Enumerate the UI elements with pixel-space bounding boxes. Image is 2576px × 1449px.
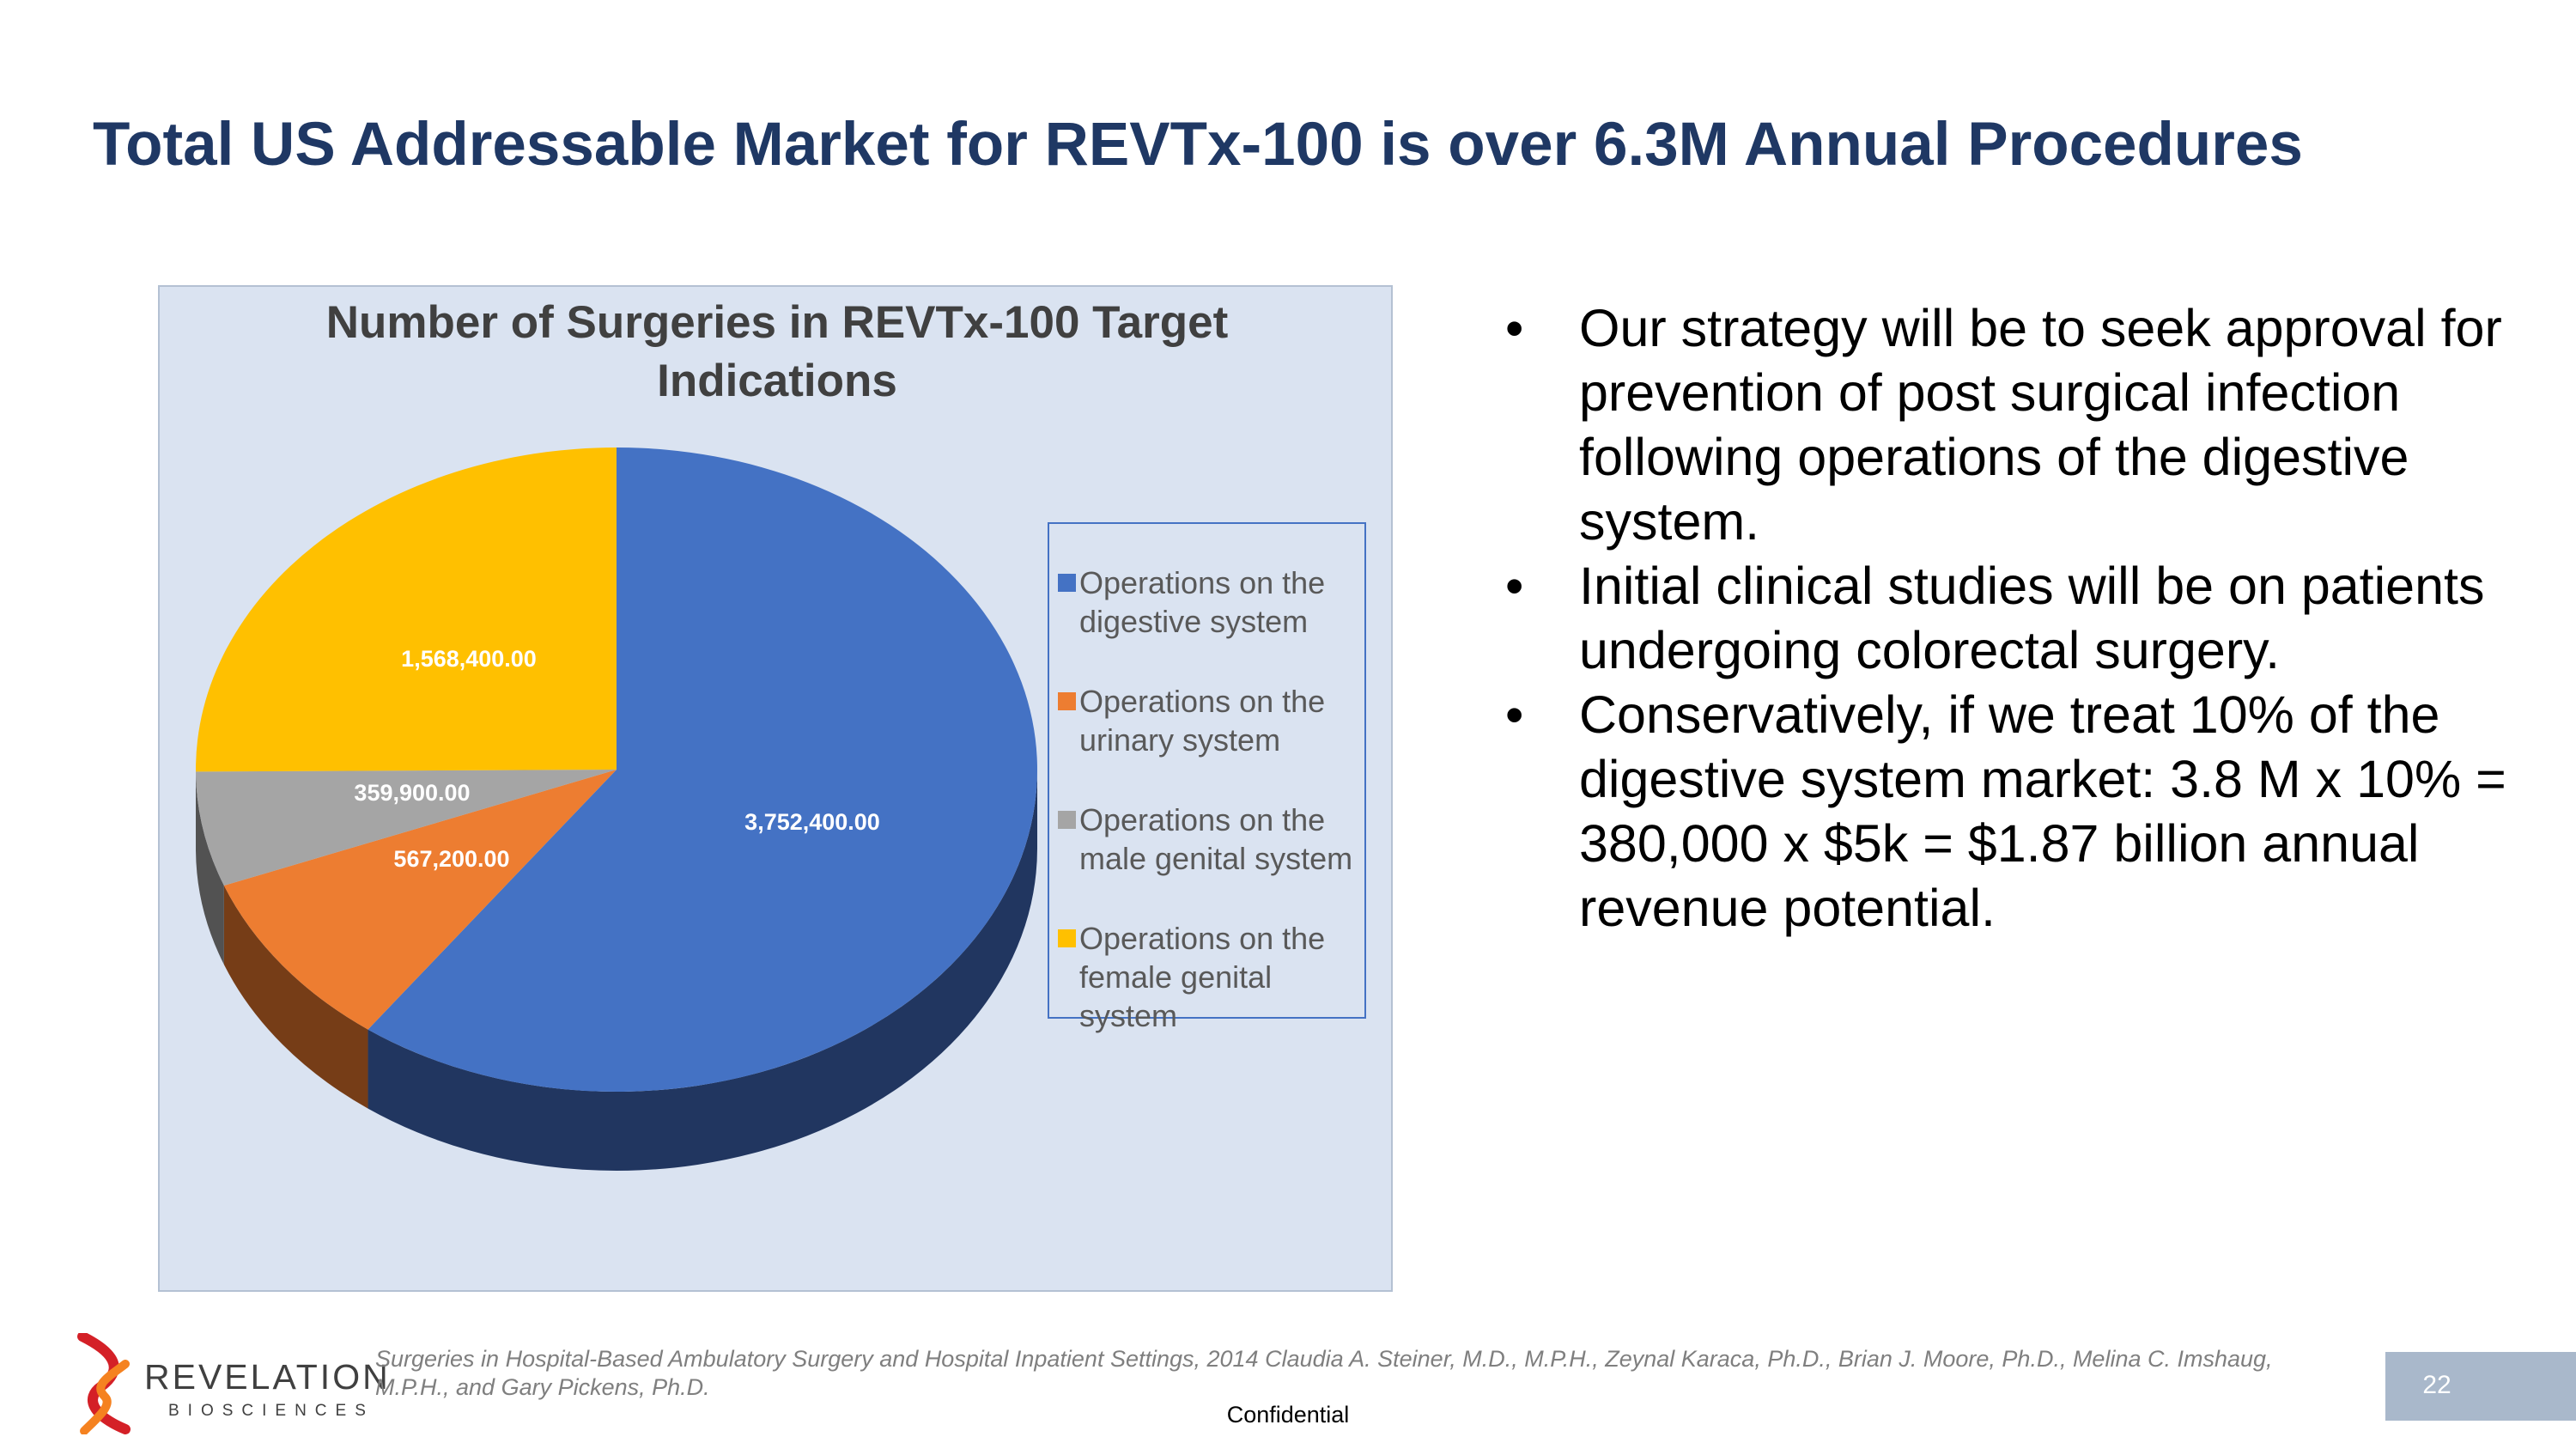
bullet-text: Initial clinical studies will be on pati… [1579, 557, 2485, 679]
legend-label: male genital system [1079, 841, 1353, 876]
pie-slice-side [368, 770, 1037, 1171]
pie-slice [196, 770, 617, 886]
bullet-text: Our strategy will be to seek approval fo… [1579, 299, 2502, 551]
chart-title: Number of Surgeries in REVTx-100 Target … [160, 294, 1394, 411]
legend-label: Operations on the [1079, 565, 1326, 600]
legend-label: Operations on the [1079, 921, 1326, 956]
legend-swatch [1058, 574, 1076, 592]
bullet-symbol: • [1505, 557, 1524, 615]
source-citation: Surgeries in Hospital-Based Ambulatory S… [375, 1346, 2273, 1400]
pie-slice [196, 447, 617, 772]
helix-logo-icon [77, 1333, 131, 1434]
bullet-list: • Our strategy will be to seek approval f… [1505, 296, 2536, 941]
legend-swatch [1058, 692, 1076, 710]
legend-label: digestive system [1079, 604, 1309, 639]
bullet-item: • Initial clinical studies will be on pat… [1505, 554, 2536, 683]
pie-data-label: 359,900.00 [354, 780, 470, 806]
legend-label: system [1079, 998, 1178, 1033]
bullet-text: Conservatively, if we treat 10% of the d… [1579, 685, 2506, 937]
pie-slice-side [223, 886, 368, 1109]
logo-subname: BIOSCIENCES [168, 1402, 374, 1420]
bullet-item: • Conservatively, if we treat 10% of the … [1505, 683, 2536, 941]
logo-name: REVELATION [144, 1357, 391, 1397]
chart-legend: Operations on the digestive system Operati… [1048, 522, 1366, 1033]
slide-title: Total US Addressable Market for REVTx-10… [93, 111, 2303, 179]
legend-label: Operations on the [1079, 684, 1326, 719]
page-number-box: 22 [2385, 1352, 2576, 1421]
pie-data-label: 567,200.00 [393, 846, 509, 872]
legend-label: urinary system [1079, 722, 1281, 758]
legend-item: Operations on the male genital system [1058, 801, 1384, 878]
bullet-item: • Our strategy will be to seek approval f… [1505, 296, 2536, 554]
legend-item: Operations on the urinary system [1058, 682, 1384, 759]
page-number: 22 [2422, 1371, 2451, 1399]
chart-title-line-2: Indications [657, 356, 897, 406]
legend-label: female genital [1079, 959, 1273, 995]
confidential-label: Confidential [1226, 1402, 1350, 1428]
pie-chart: 3,752,400.00 567,200.00 359,900.00 1,568,40… [196, 447, 1037, 1171]
pie-slice [368, 447, 1037, 1092]
pie-slice [223, 770, 617, 1030]
legend-label: Operations on the [1079, 802, 1326, 837]
chart-area: 3,752,400.00 567,200.00 359,900.00 1,568,40… [158, 285, 1393, 1292]
legend-swatch [1058, 929, 1076, 947]
legend-swatch [1058, 811, 1076, 829]
chart-title-line-1: Number of Surgeries in REVTx-100 Target [325, 297, 1229, 348]
bullet-symbol: • [1505, 685, 1524, 744]
pie-data-label: 3,752,400.00 [744, 809, 880, 835]
legend-item: Operations on the digestive system [1058, 563, 1384, 641]
company-logo: REVELATION BIOSCIENCES [76, 1333, 388, 1434]
pie-slice-side [196, 771, 224, 965]
legend-item: Operations on the female genital system [1058, 919, 1384, 1035]
bullet-symbol: • [1505, 299, 1524, 357]
pie-data-label: 1,568,400.00 [401, 646, 537, 672]
